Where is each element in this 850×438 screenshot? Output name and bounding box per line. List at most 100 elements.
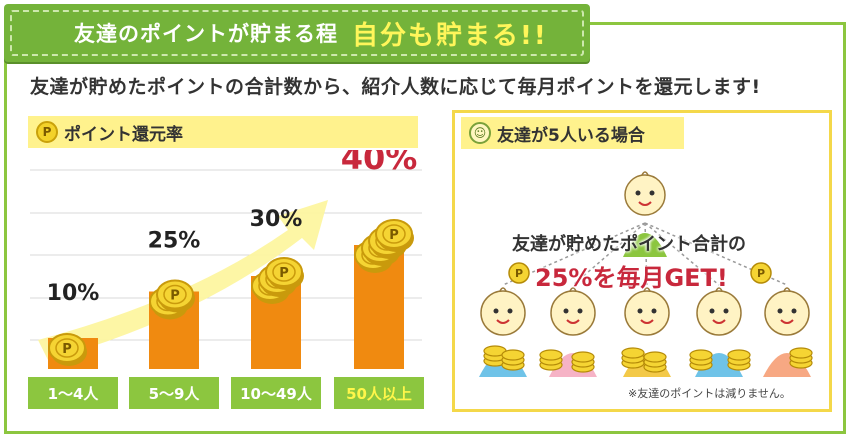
hair (643, 287, 651, 292)
coin (789, 347, 813, 359)
head (624, 174, 666, 216)
coin-face (375, 219, 413, 249)
coin-stack-icon (689, 349, 713, 371)
hair (783, 287, 791, 292)
example-line1: 友達が貯めたポイント合計の (512, 234, 746, 255)
eye (563, 308, 569, 314)
coin-letter: P (279, 266, 289, 281)
link-line (502, 222, 646, 286)
point-coin-icon: P (36, 121, 58, 143)
coin-stack-icon (571, 351, 595, 373)
coin (539, 349, 563, 361)
center-person-icon (623, 171, 667, 257)
mouth (640, 319, 654, 324)
coin (621, 347, 645, 359)
value-label: 30% (250, 207, 303, 232)
coin (501, 349, 525, 361)
category-label: 1〜4人 (28, 377, 118, 409)
head (624, 290, 670, 336)
eye (723, 308, 729, 314)
hair (499, 287, 507, 292)
coin-icon: P (375, 219, 414, 252)
coin-face (265, 257, 303, 287)
coin-icon: P (156, 279, 195, 313)
category-row: 1〜4人 5〜9人 10〜49人 50人以上 (28, 377, 424, 409)
point-coin-icon: P (750, 262, 772, 284)
coin-letter: P (389, 228, 399, 243)
link-line (644, 222, 788, 286)
example-note: ※友達のポイントは減りません。 (628, 387, 791, 400)
example-line2: 25%を毎月GET! (535, 264, 728, 292)
coin (571, 351, 595, 363)
point-coin-icon: P (508, 262, 530, 284)
coin-face (508, 262, 530, 284)
body (623, 233, 667, 257)
coin-stack-icon (501, 349, 525, 371)
eye (777, 308, 783, 314)
coin-icon: P (265, 257, 304, 290)
face-icon: ☺ (469, 122, 491, 144)
eye (791, 308, 797, 314)
banner-lead-text: 友達のポイントが貯まる程 (74, 22, 338, 46)
head (480, 290, 526, 336)
hair (641, 171, 649, 176)
point-rate-label-text: ポイント還元率 (64, 124, 183, 145)
coin-stack-icon (621, 347, 645, 369)
eye (507, 308, 513, 314)
mouth (566, 319, 580, 324)
title-banner: 友達のポイントが貯まる程 自分も貯まる!! (4, 4, 590, 62)
coin-face (48, 333, 86, 363)
example-label: ☺ 友達が5人いる場合 (461, 117, 684, 149)
banner-inner: 友達のポイントが貯まる程 自分も貯まる!! (10, 10, 584, 56)
banner-emphasis-text: 自分も貯まる!! (352, 20, 548, 51)
coin-stack-icon (643, 351, 667, 373)
eye (577, 308, 583, 314)
growth-arrow (38, 200, 328, 360)
coin-ring (55, 338, 79, 358)
coin-letter: P (757, 267, 765, 280)
coin-stack-icon (789, 347, 813, 369)
example-label-text: 友達が5人いる場合 (497, 125, 645, 146)
link-line (572, 222, 646, 286)
coin-icon: P (48, 333, 87, 366)
eye (649, 190, 655, 196)
point-rate-label: P ポイント還元率 (28, 116, 418, 148)
chart-svg: P10%PP25%PPP30%PPPP40%最大 (30, 150, 422, 369)
coin-face (750, 262, 772, 284)
coin-stack-icon (539, 349, 563, 371)
head (764, 290, 810, 336)
link-line (644, 222, 720, 286)
head (696, 290, 742, 336)
hair (569, 287, 577, 292)
mouth (712, 319, 726, 324)
eye (709, 308, 715, 314)
coin-letter: P (62, 342, 72, 357)
mouth (638, 201, 652, 206)
coin-ring (382, 224, 406, 244)
category-label: 50人以上 (334, 377, 424, 409)
coin-ring (163, 284, 187, 305)
head (550, 290, 596, 336)
coin-face (156, 279, 194, 310)
coin (643, 351, 667, 363)
eye (637, 308, 643, 314)
coin (727, 349, 751, 361)
coin (689, 349, 713, 361)
hair (715, 287, 723, 292)
coin-letter: P (170, 289, 180, 304)
coin-ring (272, 262, 296, 282)
value-label: 40% (341, 150, 418, 177)
eye (635, 190, 641, 196)
mouth (780, 319, 794, 324)
eye (651, 308, 657, 314)
coin-stack-icon (483, 345, 507, 367)
eye (493, 308, 499, 314)
coin-letter: P (515, 267, 523, 280)
category-label: 5〜9人 (129, 377, 219, 409)
value-label: 25% (148, 229, 201, 254)
mouth (496, 319, 510, 324)
category-label: 10〜49人 (231, 377, 321, 409)
point-rate-chart: P10%PP25%PPP30%PPPP40%最大 (28, 150, 424, 376)
